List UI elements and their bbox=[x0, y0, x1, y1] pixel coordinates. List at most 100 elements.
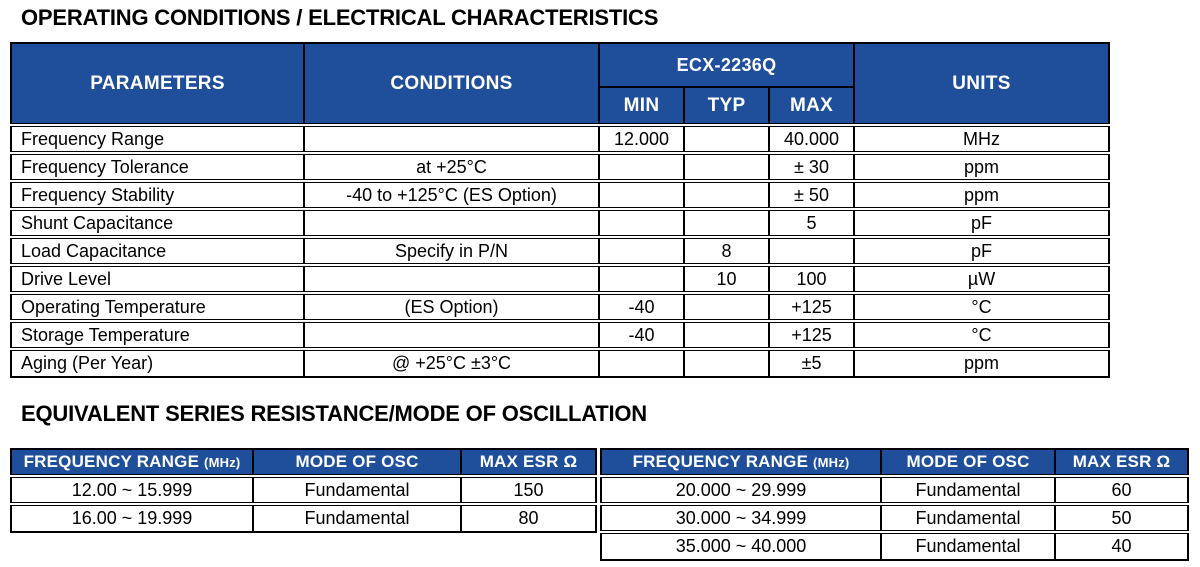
electrical-characteristics-title: OPERATING CONDITIONS / ELECTRICAL CHARAC… bbox=[21, 5, 659, 30]
cell-condition: (ES Option) bbox=[303, 291, 600, 322]
table-row: Frequency Stability -40 to +125°C (ES Op… bbox=[10, 179, 1111, 210]
cell-esr: 50 bbox=[1054, 502, 1189, 533]
cell-typ bbox=[683, 347, 770, 378]
table-row: Shunt Capacitance 5 pF bbox=[10, 207, 1111, 238]
cell-frequency-range: 12.00 ~ 15.999 bbox=[10, 474, 254, 505]
cell-min bbox=[598, 263, 685, 294]
table-row: Frequency Tolerance at +25°C ± 30 ppm bbox=[10, 151, 1111, 182]
cell-typ bbox=[683, 319, 770, 350]
cell-parameter: Drive Level bbox=[10, 263, 305, 294]
cell-min bbox=[598, 151, 685, 182]
cell-max: 40.000 bbox=[767, 123, 856, 154]
col-header-min: MIN bbox=[598, 86, 685, 126]
cell-condition: -40 to +125°C (ES Option) bbox=[303, 179, 600, 210]
cell-parameter: Frequency Stability bbox=[10, 179, 305, 210]
cell-mode: Fundamental bbox=[252, 502, 462, 533]
cell-max: 5 bbox=[767, 207, 856, 238]
col-header-mode-of-osc: MODE OF OSC bbox=[252, 448, 462, 477]
cell-units: ppm bbox=[853, 347, 1111, 378]
cell-condition bbox=[303, 319, 600, 350]
table-row: 16.00 ~ 19.999 Fundamental 80 bbox=[10, 502, 597, 533]
header-row-minmax: MIN TYP MAX bbox=[11, 86, 1109, 126]
cell-units: MHz bbox=[853, 123, 1111, 154]
table-row: Load Capacitance Specify in P/N 8 pF bbox=[10, 235, 1111, 266]
frequency-range-label: FREQUENCY RANGE bbox=[23, 452, 200, 471]
cell-typ bbox=[683, 179, 770, 210]
cell-esr: 40 bbox=[1054, 530, 1189, 561]
cell-condition: at +25°C bbox=[303, 151, 600, 182]
cell-units: °C bbox=[853, 291, 1111, 322]
cell-parameter: Load Capacitance bbox=[10, 235, 305, 266]
esr-left-body: 12.00 ~ 15.999 Fundamental 150 16.00 ~ 1… bbox=[10, 474, 597, 533]
col-header-max: MAX bbox=[767, 86, 856, 126]
cell-condition: @ +25°C ±3°C bbox=[303, 347, 600, 378]
table-row: Drive Level 10 100 µW bbox=[10, 263, 1111, 294]
table-row: 12.00 ~ 15.999 Fundamental 150 bbox=[10, 474, 597, 505]
cell-parameter: Frequency Range bbox=[10, 123, 305, 154]
cell-units: pF bbox=[853, 235, 1111, 266]
cell-parameter: Shunt Capacitance bbox=[10, 207, 305, 238]
col-header-mode-of-osc: MODE OF OSC bbox=[880, 448, 1056, 477]
table-row: 20.000 ~ 29.999 Fundamental 60 bbox=[600, 474, 1189, 505]
cell-min bbox=[598, 207, 685, 238]
cell-max: +125 bbox=[767, 291, 856, 322]
cell-mode: Fundamental bbox=[880, 530, 1056, 561]
cell-units: °C bbox=[853, 319, 1111, 350]
cell-min: -40 bbox=[598, 319, 685, 350]
cell-typ bbox=[683, 123, 770, 154]
cell-min bbox=[598, 347, 685, 378]
cell-min: 12.000 bbox=[598, 123, 685, 154]
cell-max: ±5 bbox=[767, 347, 856, 378]
col-header-frequency-range: FREQUENCY RANGE (MHz) bbox=[10, 448, 254, 477]
col-header-typ: TYP bbox=[683, 86, 770, 126]
cell-parameter: Aging (Per Year) bbox=[10, 347, 305, 378]
cell-condition bbox=[303, 123, 600, 154]
header-row: FREQUENCY RANGE (MHz) MODE OF OSC MAX ES… bbox=[600, 448, 1189, 477]
cell-mode: Fundamental bbox=[880, 474, 1056, 505]
cell-units: pF bbox=[853, 207, 1111, 238]
electrical-table-header: PARAMETERS CONDITIONS ECX-2236Q UNITS MI… bbox=[10, 42, 1111, 126]
cell-typ: 8 bbox=[683, 235, 770, 266]
col-header-units: UNITS bbox=[853, 42, 1111, 126]
esr-right-header: FREQUENCY RANGE (MHz) MODE OF OSC MAX ES… bbox=[600, 448, 1189, 477]
cell-max: ± 50 bbox=[767, 179, 856, 210]
table-row: Frequency Range 12.000 40.000 MHz bbox=[10, 123, 1111, 154]
table-row: Operating Temperature (ES Option) -40 +1… bbox=[10, 291, 1111, 322]
header-row-top: PARAMETERS CONDITIONS ECX-2236Q UNITS bbox=[10, 42, 1111, 126]
electrical-characteristics-table: PARAMETERS CONDITIONS ECX-2236Q UNITS MI… bbox=[10, 42, 1111, 378]
cell-units: ppm bbox=[853, 179, 1111, 210]
cell-min bbox=[598, 179, 685, 210]
cell-units: µW bbox=[853, 263, 1111, 294]
part-number-header: ECX-2236Q bbox=[597, 42, 856, 88]
cell-frequency-range: 16.00 ~ 19.999 bbox=[10, 502, 254, 533]
cell-frequency-range: 30.000 ~ 34.999 bbox=[600, 502, 882, 533]
cell-mode: Fundamental bbox=[252, 474, 462, 505]
esr-mode-title: EQUIVALENT SERIES RESISTANCE/MODE OF OSC… bbox=[21, 401, 647, 426]
cell-condition bbox=[303, 263, 600, 294]
table-row: 35.000 ~ 40.000 Fundamental 40 bbox=[600, 530, 1189, 561]
cell-typ bbox=[683, 291, 770, 322]
col-header-frequency-range: FREQUENCY RANGE (MHz) bbox=[600, 448, 882, 477]
cell-condition bbox=[303, 207, 600, 238]
header-row: FREQUENCY RANGE (MHz) MODE OF OSC MAX ES… bbox=[10, 448, 597, 477]
cell-parameter: Frequency Tolerance bbox=[10, 151, 305, 182]
esr-left-header: FREQUENCY RANGE (MHz) MODE OF OSC MAX ES… bbox=[10, 448, 597, 477]
col-header-parameters: PARAMETERS bbox=[10, 42, 305, 126]
col-header-max-esr: MAX ESR Ω bbox=[460, 448, 597, 477]
cell-esr: 60 bbox=[1054, 474, 1189, 505]
table-row: Storage Temperature -40 +125 °C bbox=[10, 319, 1111, 350]
cell-esr: 150 bbox=[460, 474, 597, 505]
cell-min: -40 bbox=[598, 291, 685, 322]
cell-typ: 10 bbox=[683, 263, 770, 294]
mhz-unit-label: (MHz) bbox=[204, 455, 241, 470]
cell-parameter: Operating Temperature bbox=[10, 291, 305, 322]
col-header-conditions: CONDITIONS bbox=[303, 42, 600, 126]
esr-table-left: FREQUENCY RANGE (MHz) MODE OF OSC MAX ES… bbox=[10, 448, 597, 533]
cell-typ bbox=[683, 207, 770, 238]
table-row: 30.000 ~ 34.999 Fundamental 50 bbox=[600, 502, 1189, 533]
esr-table-right: FREQUENCY RANGE (MHz) MODE OF OSC MAX ES… bbox=[600, 448, 1189, 561]
cell-units: ppm bbox=[853, 151, 1111, 182]
cell-max: 100 bbox=[767, 263, 856, 294]
cell-frequency-range: 20.000 ~ 29.999 bbox=[600, 474, 882, 505]
cell-max: +125 bbox=[767, 319, 856, 350]
